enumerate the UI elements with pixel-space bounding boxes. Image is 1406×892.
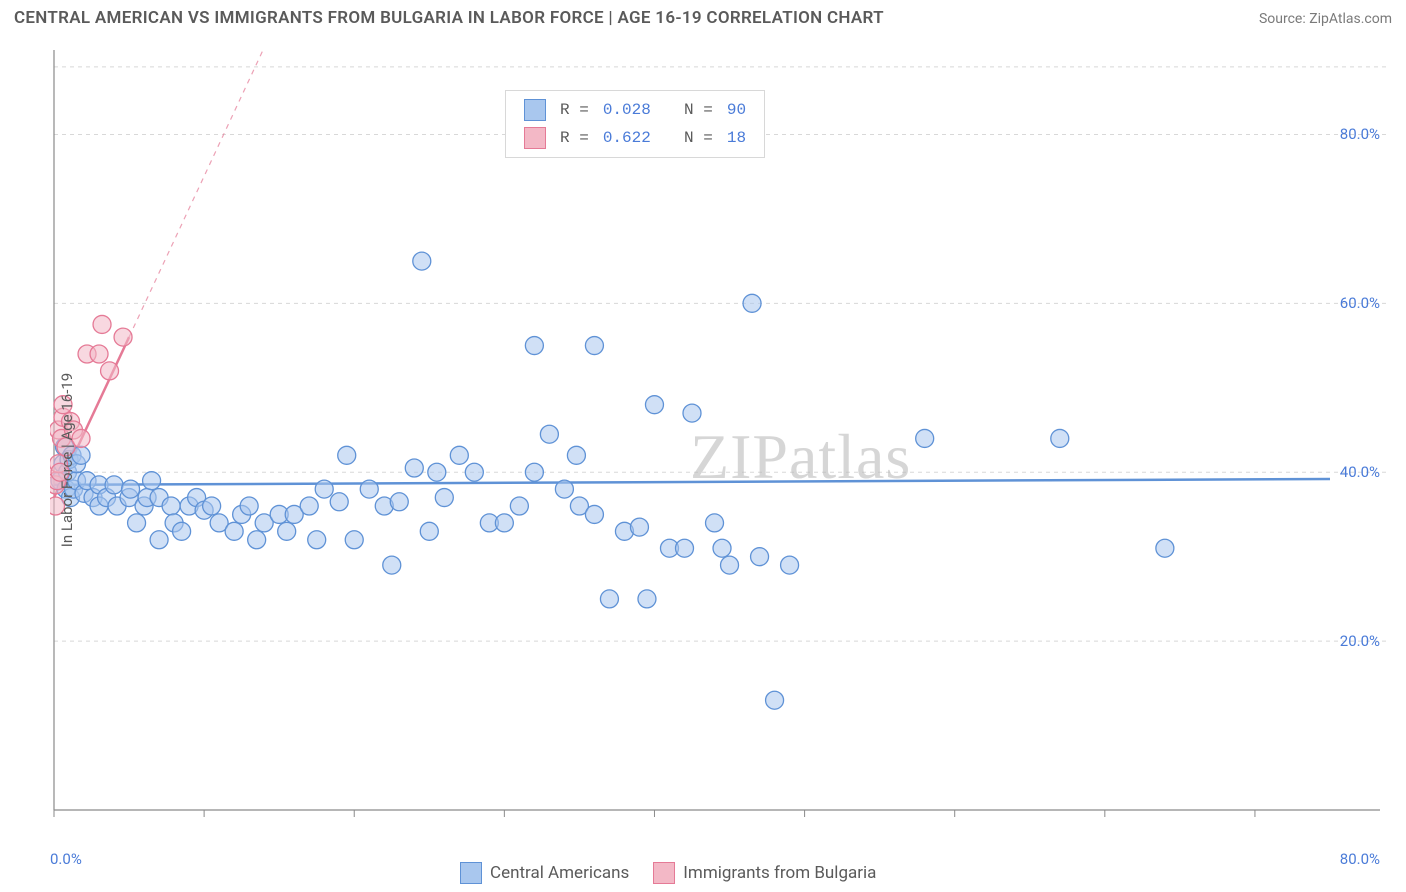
legend-label: Central Americans: [490, 863, 629, 883]
legend-swatch: [460, 862, 482, 884]
legend-n-label: N =: [659, 97, 719, 123]
legend-r-label: R =: [554, 125, 595, 151]
y-axis-label: In Labor Force | Age 16-19: [58, 373, 76, 547]
legend-n-value: 18: [721, 125, 752, 151]
x-tick-right: 80.0%: [1340, 850, 1380, 868]
series-legend: Central Americans Immigrants from Bulgari…: [460, 862, 876, 884]
legend-item: Central Americans: [460, 862, 629, 884]
scatter-plot: [50, 40, 1390, 840]
y-tick-label: 60.0%: [1340, 294, 1380, 312]
legend-item: Immigrants from Bulgaria: [653, 862, 876, 884]
legend-r-label: R =: [554, 97, 595, 123]
legend-r-value: 0.028: [597, 97, 657, 123]
legend-n-value: 90: [721, 97, 752, 123]
chart-header: CENTRAL AMERICAN VS IMMIGRANTS FROM BULG…: [14, 8, 1392, 28]
chart-title: CENTRAL AMERICAN VS IMMIGRANTS FROM BULG…: [14, 8, 884, 28]
legend-label: Immigrants from Bulgaria: [683, 863, 876, 883]
y-tick-label: 80.0%: [1340, 125, 1380, 143]
correlation-legend: R =0.028 N =90R =0.622 N =18: [505, 90, 765, 158]
y-tick-label: 20.0%: [1340, 632, 1380, 650]
chart-area: In Labor Force | Age 16-19 20.0% 40.0% 60.…: [50, 40, 1390, 840]
legend-r-value: 0.622: [597, 125, 657, 151]
legend-row: R =0.028 N =90: [518, 97, 752, 123]
y-tick-label: 40.0%: [1340, 463, 1380, 481]
x-tick-left: 0.0%: [50, 850, 82, 868]
legend-swatch: [653, 862, 675, 884]
legend-swatch: [524, 99, 546, 121]
legend-n-label: N =: [659, 125, 719, 151]
legend-swatch: [524, 127, 546, 149]
legend-row: R =0.622 N =18: [518, 125, 752, 151]
source-label: Source: ZipAtlas.com: [1259, 11, 1392, 27]
